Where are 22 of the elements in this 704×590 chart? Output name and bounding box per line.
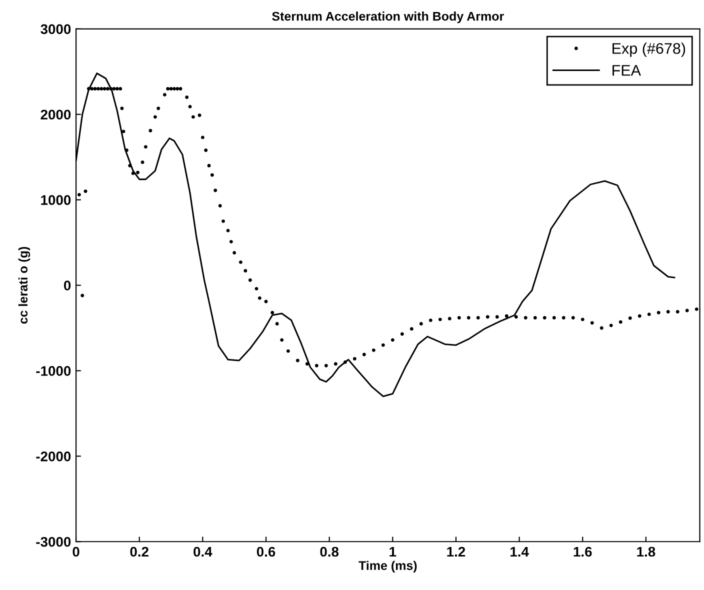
legend-label: FEA — [612, 65, 641, 76]
y-tick-label: 0 — [64, 280, 71, 290]
x-tick-label: 0.4 — [194, 546, 212, 557]
x-tick-label: 0.2 — [130, 546, 148, 557]
chart-title: Sternum Acceleration with Body Armor — [272, 12, 504, 24]
y-tick-label: -2000 — [36, 452, 71, 462]
y-axis-title: cc lerati o (g) — [18, 246, 30, 324]
x-tick-label: 1.2 — [447, 546, 466, 557]
x-tick-label: 1.4 — [510, 546, 529, 557]
y-tick-label: 3000 — [40, 24, 71, 34]
x-axis-title: Time (ms) — [358, 560, 417, 572]
y-tick-label: -3000 — [36, 536, 71, 547]
x-tick-label: 0.6 — [256, 546, 276, 557]
y-tick-label: -1000 — [36, 366, 71, 376]
y-tick-label: 2000 — [40, 110, 71, 120]
x-tick-label: 0 — [72, 546, 80, 557]
legend-label: Exp (#678) — [612, 42, 686, 57]
x-tick-label: 1 — [390, 546, 396, 557]
y-tick-label: 1000 — [41, 195, 71, 205]
x-tick-label: 1.8 — [637, 546, 656, 557]
x-tick-label: 0.8 — [320, 546, 339, 557]
x-tick-label: 1.6 — [574, 546, 592, 557]
